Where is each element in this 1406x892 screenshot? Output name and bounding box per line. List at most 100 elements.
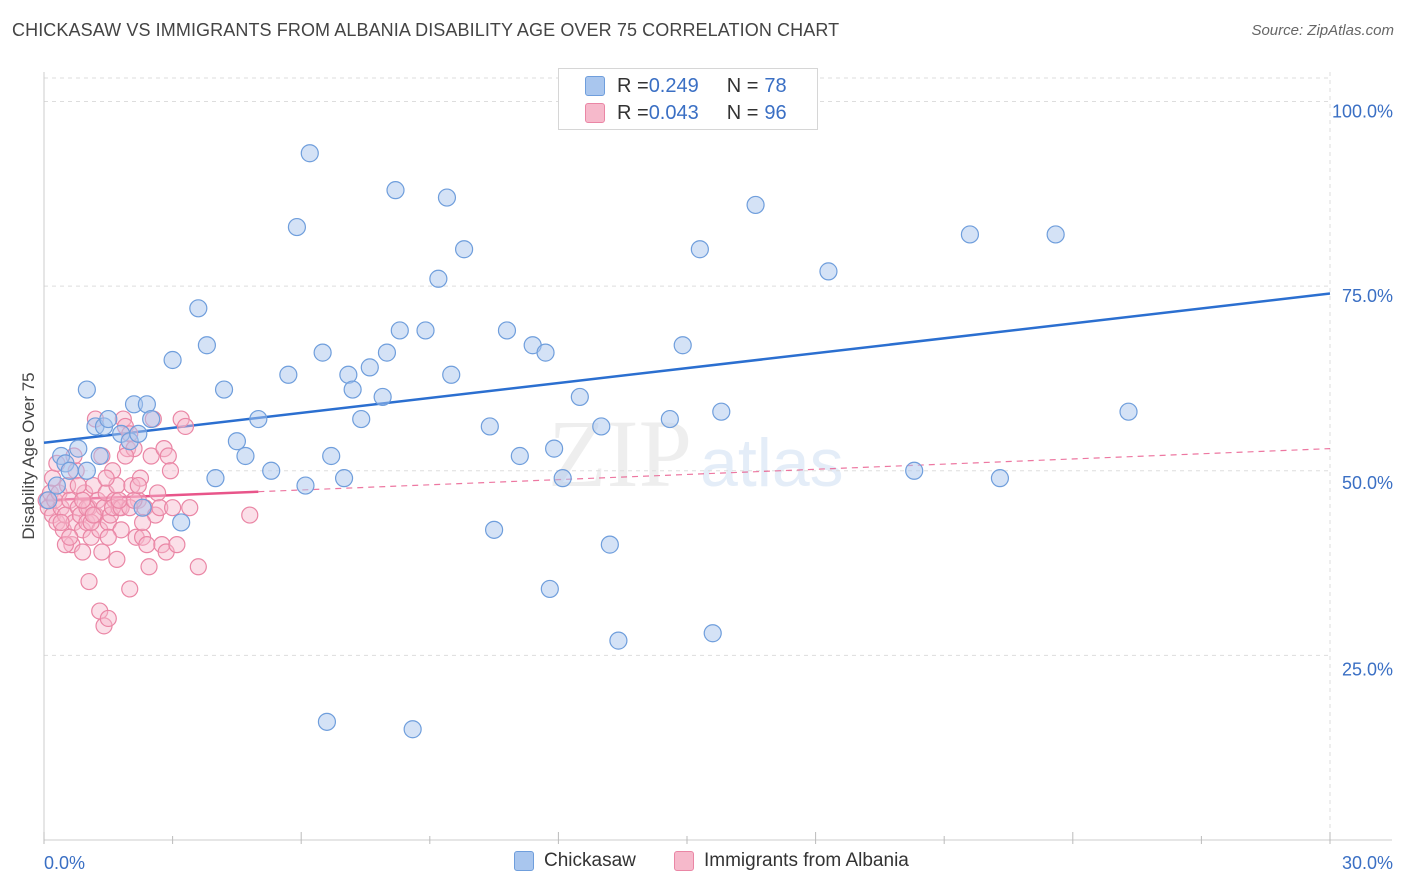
chickasaw-point — [545, 439, 564, 458]
legend-n-value: 96 — [764, 101, 787, 124]
albania-point — [97, 469, 115, 487]
axis-layer — [43, 72, 1392, 844]
chickasaw-point — [600, 535, 619, 554]
chickasaw-point — [249, 409, 268, 429]
chickasaw-point — [1119, 402, 1138, 421]
legend-row-albania: R = 0.043 N = 96 — [585, 100, 787, 126]
chickasaw-point — [133, 498, 152, 517]
chickasaw-point — [442, 365, 461, 384]
chickasaw-point — [214, 380, 234, 399]
albania-point — [99, 609, 117, 628]
stats-legend: R = 0.249 N = 78 R = 0.043 N = 96 — [558, 68, 818, 130]
chickasaw-point — [416, 321, 435, 340]
bottom-legend-chickasaw: Chickasaw — [514, 850, 636, 872]
chickasaw-trendline — [43, 292, 1331, 444]
watermark-atlas: atlas — [700, 425, 844, 501]
albania-point — [168, 536, 186, 554]
chickasaw-point — [262, 461, 281, 480]
legend-row-chickasaw: R = 0.249 N = 78 — [585, 73, 787, 99]
chickasaw-point — [236, 446, 255, 466]
chickasaw-point — [189, 299, 208, 318]
legend-r-label: R = — [617, 74, 649, 97]
chickasaw-point — [227, 432, 246, 451]
albania-point — [142, 447, 160, 465]
chickasaw-point — [437, 188, 457, 207]
albania-point — [189, 558, 207, 576]
albania-point — [112, 521, 130, 539]
albania-point — [80, 572, 98, 591]
chickasaw-point — [990, 469, 1010, 488]
albania-point — [164, 499, 182, 517]
albania-point — [133, 513, 152, 532]
chickasaw-point — [287, 217, 307, 237]
chickasaw-point — [206, 469, 225, 488]
chickasaw-point — [609, 631, 628, 650]
bottom-legend-swatch-pink — [674, 851, 694, 871]
albania-point — [140, 558, 158, 576]
albania-point — [138, 536, 156, 554]
albania-point — [93, 543, 111, 561]
chickasaw-point — [746, 195, 765, 215]
chickasaw-point — [553, 469, 572, 488]
bottom-legend-label: Chickasaw — [544, 850, 636, 871]
albania-point — [148, 484, 167, 502]
chickasaw-point — [322, 446, 341, 466]
y-tick-label: 50.0% — [1342, 473, 1393, 493]
legend-n-label: N = — [726, 101, 759, 124]
albania-point — [99, 528, 117, 546]
chickasaw-point — [99, 409, 118, 429]
trend-layer — [43, 292, 1331, 502]
albania-point — [176, 417, 195, 436]
albania-point — [241, 506, 259, 524]
chickasaw-point — [317, 712, 337, 731]
chickasaw-point — [279, 365, 298, 384]
albania-point — [61, 528, 79, 546]
chickasaw-point — [403, 720, 422, 739]
chickasaw-point — [47, 476, 66, 495]
chickasaw-point — [454, 240, 474, 259]
chickasaw-point — [510, 446, 529, 466]
albania-point — [73, 491, 92, 509]
chickasaw-point — [60, 461, 79, 480]
chickasaw-point — [703, 624, 722, 643]
albania-point — [121, 580, 139, 598]
chickasaw-point — [313, 343, 332, 362]
chickasaw-point — [1046, 225, 1065, 244]
y-axis-label: Disability Age Over 75 — [19, 372, 38, 539]
albania-point — [151, 499, 169, 517]
chickasaw-point — [712, 402, 731, 421]
y-tick-label: 25.0% — [1342, 659, 1393, 679]
chickasaw-point — [673, 336, 692, 355]
chickasaw-point — [660, 409, 679, 429]
chickasaw-point — [540, 579, 559, 599]
chickasaw-point — [90, 446, 109, 466]
albania-point — [52, 513, 70, 532]
albania-trendline-dashed — [258, 448, 1331, 493]
legend-swatch-pink — [585, 103, 605, 123]
x-tick-label: 0.0% — [44, 853, 85, 873]
chickasaw-point — [819, 262, 838, 281]
chickasaw-point — [570, 387, 589, 407]
bottom-legend-label: Immigrants from Albania — [704, 850, 909, 871]
chickasaw-point — [142, 409, 161, 429]
chickasaw-point — [480, 417, 499, 436]
chickasaw-point — [197, 336, 216, 355]
chickasaw-point — [905, 461, 924, 480]
chickasaw-point — [334, 469, 354, 488]
bottom-legend-swatch-blue — [514, 851, 534, 871]
chickasaw-point — [960, 225, 980, 244]
chickasaw-point — [77, 380, 96, 399]
label-layer: 25.0% 50.0% 75.0% 100.0% 0.0% 30.0% Disability… — [19, 102, 1393, 873]
chickasaw-point — [690, 240, 709, 259]
chickasaw-point — [39, 491, 58, 510]
chickasaw-point — [592, 417, 611, 436]
y-tick-label: 100.0% — [1332, 102, 1393, 122]
albania-point — [84, 506, 102, 524]
chickasaw-point — [429, 269, 448, 288]
chickasaw-point — [377, 343, 397, 362]
chickasaw-point — [172, 513, 191, 532]
legend-r-label: R = — [617, 101, 649, 124]
albania-point — [161, 462, 180, 480]
y-tick-label: 75.0% — [1342, 286, 1393, 306]
albania-point — [129, 476, 147, 495]
